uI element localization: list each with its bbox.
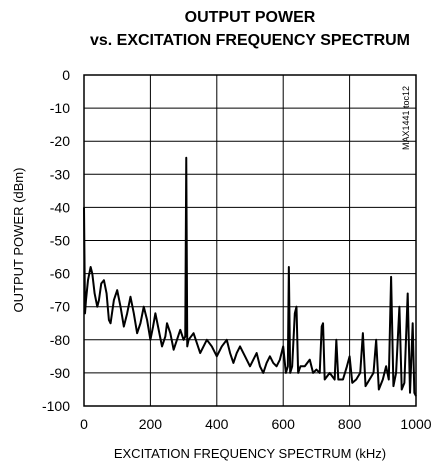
x-tick-label: 800 (338, 416, 362, 432)
y-tick-label: -10 (50, 100, 70, 116)
chart-subtitle: vs. EXCITATION FREQUENCY SPECTRUM (90, 32, 410, 49)
y-tick-label: -60 (50, 266, 70, 282)
x-tick-label: 600 (272, 416, 296, 432)
chart-title: OUTPUT POWER (185, 9, 316, 26)
x-tick-label: 400 (205, 416, 229, 432)
annotation: MAX1441 toc12 (401, 86, 411, 150)
y-tick-label: -90 (50, 365, 70, 381)
x-tick-label: 0 (80, 416, 88, 432)
x-tick-label: 1000 (400, 416, 431, 432)
y-tick-label: -30 (50, 166, 70, 182)
x-tick-label: 200 (139, 416, 163, 432)
y-tick-label: -20 (50, 133, 70, 149)
x-axis-label: EXCITATION FREQUENCY SPECTRUM (kHz) (114, 446, 386, 461)
y-tick-label: -70 (50, 299, 70, 315)
spectrum-line (83, 156, 417, 397)
y-tick-label: -50 (50, 233, 70, 249)
y-tick-label: -100 (42, 398, 70, 414)
y-tick-label: 0 (62, 67, 70, 83)
y-tick-label: -80 (50, 332, 70, 348)
y-axis-label: OUTPUT POWER (dBm) (11, 168, 26, 313)
y-tick-label: -40 (50, 199, 70, 215)
